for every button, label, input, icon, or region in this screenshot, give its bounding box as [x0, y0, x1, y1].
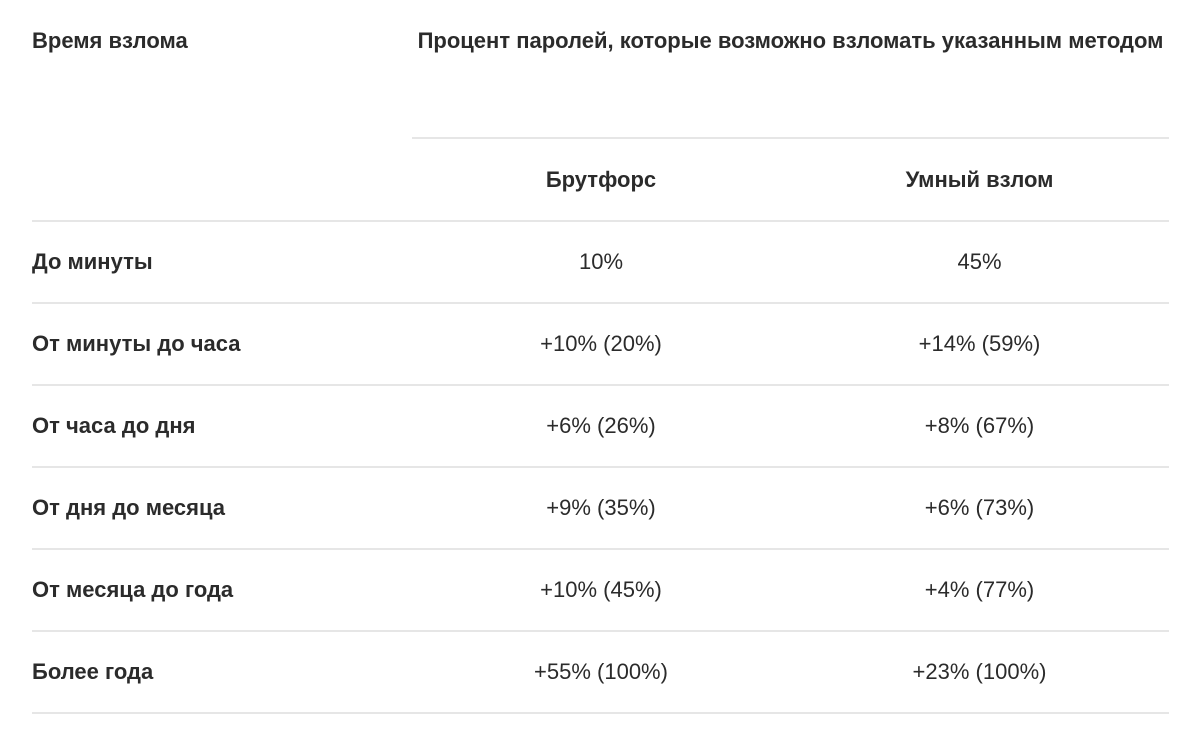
table-body: До минуты 10% 45% От минуты до часа +10%…: [32, 221, 1170, 713]
row-period: Более года: [32, 659, 154, 684]
row-period: От минуты до часа: [32, 331, 241, 356]
row-bruteforce-value: +55% (100%): [534, 659, 668, 684]
table-row: От часа до дня +6% (26%) +8% (67%): [32, 385, 1170, 467]
row-period: До минуты: [32, 249, 153, 274]
table-row: От минуты до часа +10% (20%) +14% (59%): [32, 303, 1170, 385]
header-smart: Умный взлом: [905, 166, 1054, 192]
table-row: От дня до месяца +9% (35%) +6% (73%): [32, 467, 1170, 549]
row-bruteforce-value: 10%: [578, 249, 624, 274]
header-row-sub: Брутфорс Умный взлом: [32, 138, 1170, 221]
header-blank-cell: [32, 138, 412, 221]
table-row: До минуты 10% 45%: [32, 221, 1170, 303]
row-period: От часа до дня: [32, 413, 196, 438]
row-smart-value: +8% (67%): [924, 413, 1035, 438]
row-bruteforce-value: +6% (26%): [546, 413, 656, 438]
cracking-time-table: Время взлома Процент паролей, которые во…: [32, 22, 1170, 714]
row-period: От месяца до года: [32, 577, 234, 602]
table-header: Время взлома Процент паролей, которые во…: [32, 22, 1170, 221]
row-bruteforce-value: +9% (35%): [546, 495, 656, 520]
row-smart-value: 45%: [957, 249, 1002, 274]
row-smart-value: +23% (100%): [912, 659, 1047, 684]
header-bruteforce: Брутфорс: [545, 166, 657, 192]
header-row-top: Время взлома Процент паролей, которые во…: [32, 22, 1170, 139]
row-smart-value: +4% (77%): [924, 577, 1035, 602]
row-period: От дня до месяца: [32, 495, 226, 520]
table-row: От месяца до года +10% (45%) +4% (77%): [32, 549, 1170, 631]
table-row: Более года +55% (100%) +23% (100%): [32, 631, 1170, 713]
header-percent-group: Процент паролей, которые возможно взлома…: [412, 22, 1170, 139]
row-smart-value: +6% (73%): [924, 495, 1035, 520]
row-bruteforce-value: +10% (45%): [540, 577, 662, 602]
row-bruteforce-value: +10% (20%): [540, 331, 662, 356]
row-smart-value: +14% (59%): [918, 331, 1041, 356]
header-time: Время взлома: [32, 28, 188, 53]
